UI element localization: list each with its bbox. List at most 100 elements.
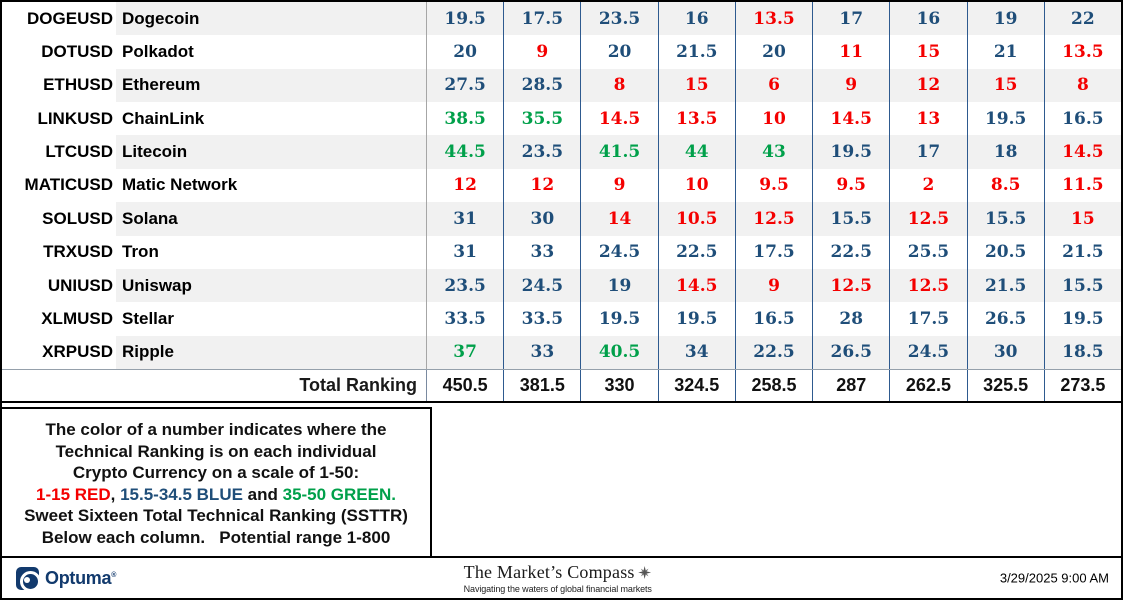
total-cell: 381.5 [503, 370, 580, 401]
ranking-cell: 9 [734, 268, 812, 303]
total-cell: 324.5 [657, 370, 735, 401]
ranking-cell: 22 [1043, 2, 1121, 36]
total-cell: 330 [580, 370, 657, 401]
ranking-cell: 13.5 [1043, 35, 1121, 69]
ranking-cell: 24.5 [503, 268, 580, 303]
markets-compass-tagline: Navigating the waters of global financia… [463, 584, 652, 594]
ranking-cell: 17.5 [734, 235, 812, 269]
ranking-cell: 43 [734, 135, 812, 169]
ranking-cell: 38.5 [426, 102, 503, 136]
symbol-cell: MATICUSD [2, 168, 116, 203]
name-cell: Tron [122, 242, 159, 262]
ranking-cell: 24.5 [580, 235, 657, 269]
legend-scale-segment: 1-15 RED [36, 484, 111, 504]
ranking-cell: 12.5 [889, 268, 966, 303]
ranking-cell: 16.5 [734, 302, 812, 336]
ranking-cell: 8 [1043, 68, 1121, 103]
ranking-cell: 14.5 [812, 102, 889, 136]
registered-mark: ® [111, 571, 117, 579]
ranking-cell: 13.5 [734, 2, 812, 36]
ranking-cell: 21.5 [657, 35, 735, 69]
ranking-cell: 10 [734, 102, 812, 136]
ranking-cell: 17.5 [503, 2, 580, 36]
total-cell: 287 [812, 370, 889, 401]
ranking-cell: 9 [812, 68, 889, 103]
ranking-cell: 24.5 [889, 335, 966, 369]
footer-bar: Optuma® The Market’s Compass Navigating … [2, 556, 1121, 598]
name-cell: Litecoin [122, 142, 188, 162]
ranking-cell: 31 [426, 235, 503, 269]
ranking-cell: 19.5 [580, 302, 657, 336]
ranking-cell: 33 [503, 235, 580, 269]
table-row: SOLUSD Solana 31 30 14 10.5 12.5 15.5 12.5 15.5… [2, 202, 1121, 236]
ranking-cell: 20 [734, 35, 812, 69]
ranking-cell: 19 [580, 268, 657, 303]
name-cell: Ripple [122, 342, 174, 362]
symbol-cell: LINKUSD [2, 102, 116, 136]
ranking-cell: 9 [580, 168, 657, 203]
ranking-cell: 19.5 [966, 102, 1044, 136]
ranking-cell: 9.5 [734, 168, 812, 203]
ranking-cell: 12 [426, 168, 503, 203]
ranking-cell: 18 [966, 135, 1044, 169]
ranking-cell: 11 [812, 35, 889, 69]
ranking-cell: 23.5 [426, 268, 503, 303]
total-row: Total Ranking 450.5 381.5 330 324.5 258.5 287… [2, 369, 1121, 401]
legend-scale-line: 1-15 RED, 15.5-34.5 BLUE and 35-50 GREEN… [2, 484, 430, 506]
ranking-cell: 12.5 [812, 268, 889, 303]
ranking-cell: 40.5 [580, 335, 657, 369]
table-row: LINKUSD ChainLink 38.5 35.5 14.5 13.5 10 14.5… [2, 102, 1121, 136]
ranking-cell: 8 [580, 68, 657, 103]
ranking-cell: 17 [812, 2, 889, 36]
ranking-cell: 14 [580, 202, 657, 236]
ranking-cell: 2 [889, 168, 966, 203]
total-cell: 262.5 [889, 370, 966, 401]
ranking-cell: 15 [966, 68, 1044, 103]
legend-line-1: The color of a number indicates where th… [45, 420, 387, 439]
optuma-wordmark: Optuma® [45, 567, 117, 588]
ranking-cell: 16.5 [1043, 102, 1121, 136]
ranking-table-rows: DOGEUSD Dogecoin 19.5 17.5 23.5 16 13.5 17 16 1… [2, 2, 1121, 369]
ranking-cell: 6 [734, 68, 812, 103]
table-row: XRPUSD Ripple 37 33 40.5 34 22.5 26.5 24.5 30 18… [2, 335, 1121, 369]
ranking-cell: 15.5 [1043, 268, 1121, 303]
name-cell: Matic Network [122, 175, 238, 195]
ranking-cell: 34 [657, 335, 735, 369]
ranking-cell: 28.5 [503, 68, 580, 103]
ranking-cell: 21.5 [966, 268, 1044, 303]
symbol-cell: UNIUSD [2, 268, 116, 303]
ranking-cell: 30 [966, 335, 1044, 369]
name-cell: Polkadot [122, 42, 194, 62]
ranking-cell: 30 [503, 202, 580, 236]
total-cell: 258.5 [734, 370, 812, 401]
ranking-cell: 19.5 [1043, 302, 1121, 336]
legend-scale-segment: , [110, 484, 121, 504]
compass-rose-icon [638, 566, 652, 579]
legend-scale-segment: and [242, 484, 283, 504]
ranking-cell: 25.5 [889, 235, 966, 269]
total-ranking-label: Total Ranking [299, 375, 417, 395]
ranking-cell: 18.5 [1043, 335, 1121, 369]
ranking-cell: 13 [889, 102, 966, 136]
name-cell: Solana [122, 208, 178, 228]
ranking-cell: 23.5 [580, 2, 657, 36]
ranking-cell: 26.5 [812, 335, 889, 369]
ranking-cell: 15 [1043, 202, 1121, 236]
symbol-cell: XRPUSD [2, 335, 116, 369]
ranking-cell: 15 [657, 68, 735, 103]
table-row: DOTUSD Polkadot 20 9 20 21.5 20 11 15 21 13.5 [2, 35, 1121, 69]
ranking-cell: 33 [503, 335, 580, 369]
ranking-cell: 11.5 [1043, 168, 1121, 203]
ranking-cell: 21 [966, 35, 1044, 69]
legend-line-6: Below each column. Potential range 1-800 [41, 527, 391, 547]
ranking-cell: 22.5 [812, 235, 889, 269]
ranking-cell: 44.5 [426, 135, 503, 169]
ranking-cell: 10 [657, 168, 735, 203]
ranking-cell: 12.5 [889, 202, 966, 236]
ranking-cell: 22.5 [657, 235, 735, 269]
legend-scale-segment: 35-50 GREEN. [282, 484, 396, 504]
ranking-cell: 15.5 [966, 202, 1044, 236]
ranking-cell: 37 [426, 335, 503, 369]
ranking-cell: 14.5 [657, 268, 735, 303]
ranking-cell: 33.5 [503, 302, 580, 336]
